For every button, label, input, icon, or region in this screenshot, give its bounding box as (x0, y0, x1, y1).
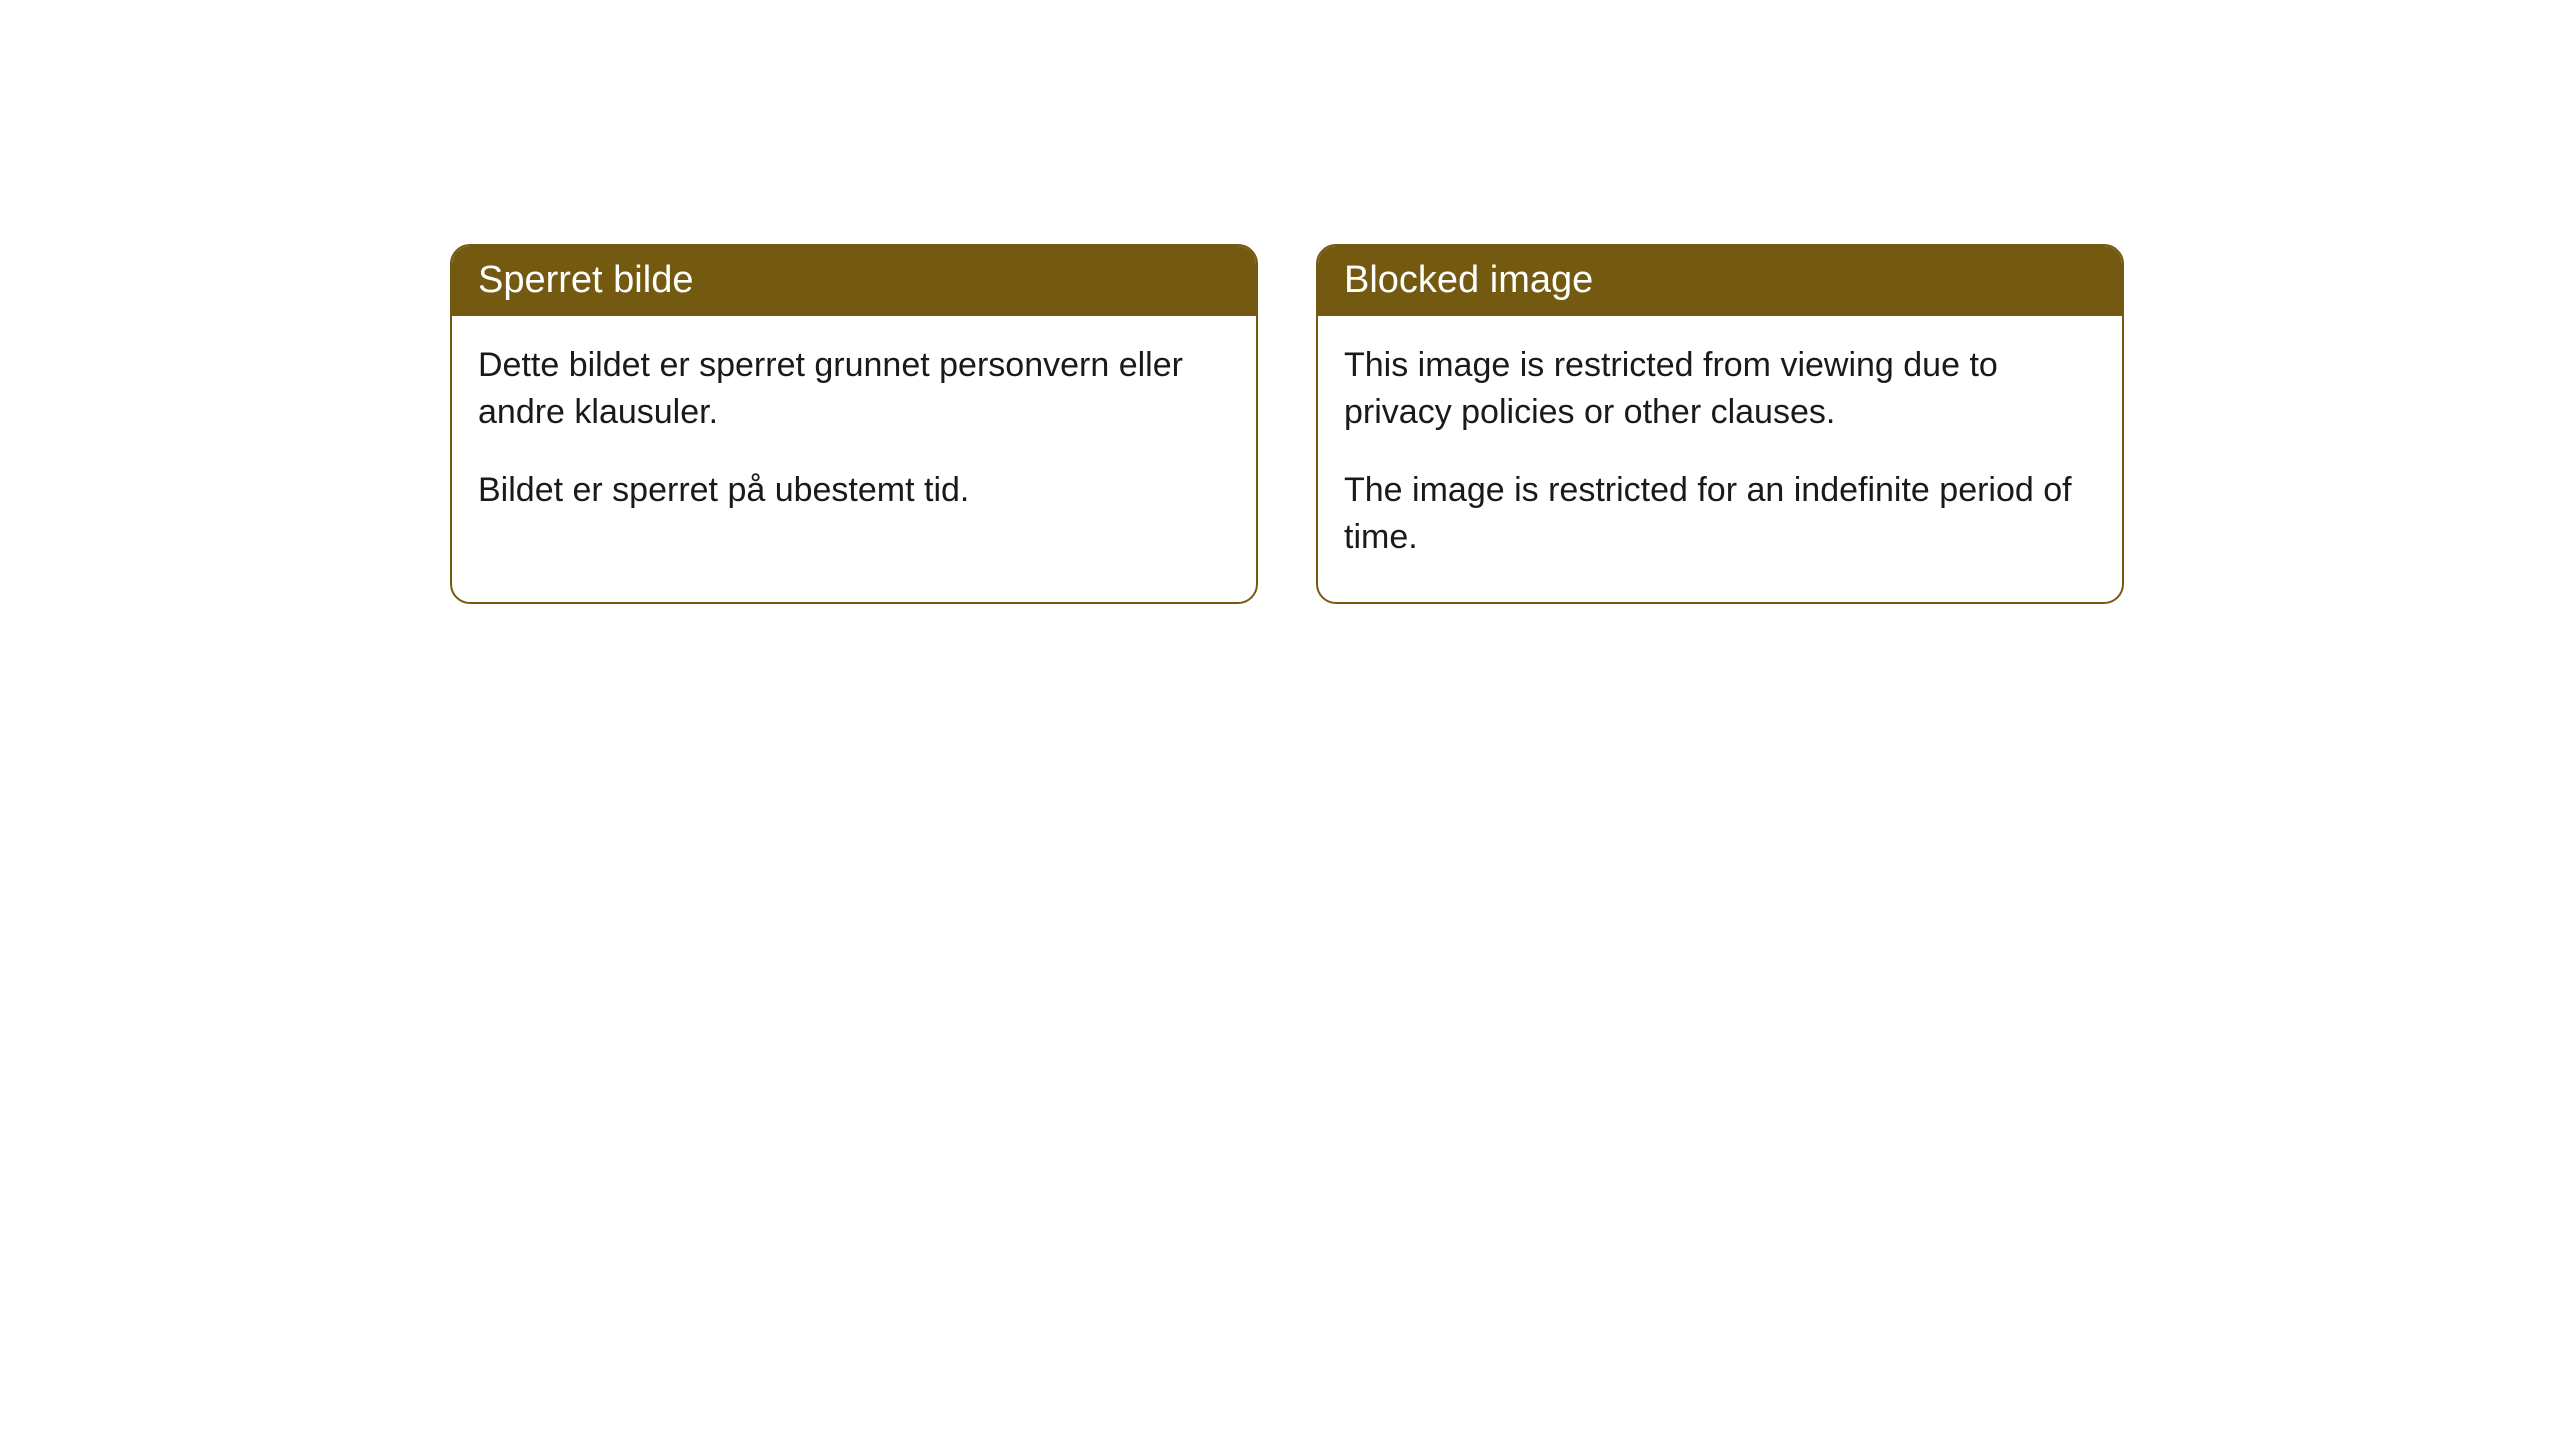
card-paragraph-1: Dette bildet er sperret grunnet personve… (478, 342, 1230, 437)
card-title: Sperret bilde (452, 246, 1256, 316)
notice-container: Sperret bilde Dette bildet er sperret gr… (0, 0, 2560, 604)
card-body: Dette bildet er sperret grunnet personve… (452, 316, 1256, 555)
card-body: This image is restricted from viewing du… (1318, 316, 2122, 602)
card-title: Blocked image (1318, 246, 2122, 316)
blocked-image-card-english: Blocked image This image is restricted f… (1316, 244, 2124, 604)
blocked-image-card-norwegian: Sperret bilde Dette bildet er sperret gr… (450, 244, 1258, 604)
card-paragraph-1: This image is restricted from viewing du… (1344, 342, 2096, 437)
card-paragraph-2: Bildet er sperret på ubestemt tid. (478, 467, 1230, 515)
card-paragraph-2: The image is restricted for an indefinit… (1344, 467, 2096, 562)
